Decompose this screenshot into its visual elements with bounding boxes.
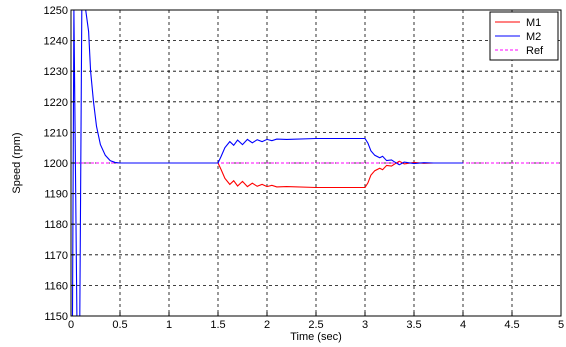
x-tick-label: 3.5 [406,319,421,331]
x-tick-label: 4.5 [504,319,519,331]
y-tick-label: 1150 [44,311,68,323]
y-tick-label: 1170 [44,250,68,262]
series-line-m2 [71,10,463,316]
x-tick-label: 1.5 [210,319,225,331]
legend-label-m1: M1 [526,17,541,29]
y-tick-label: 1230 [44,66,68,78]
x-tick-label: 2.5 [308,319,323,331]
y-tick-label: 1160 [44,280,68,292]
x-tick-label: 4 [460,319,466,331]
y-tick-label: 1180 [44,219,68,231]
y-tick-label: 1210 [44,127,68,139]
x-axis-label: Time (sec) [290,331,342,343]
x-tick-label: 5 [558,319,564,331]
y-tick-label: 1220 [44,97,68,109]
y-tick-label: 1190 [44,189,68,201]
x-tick-label: 3 [362,319,368,331]
y-tick-label: 1200 [44,158,68,170]
x-tick-label: 0 [68,319,74,331]
y-tick-label: 1240 [44,36,68,48]
y-tick-label: 1250 [44,5,68,17]
x-tick-label: 1 [166,319,172,331]
legend: M1 M2 Ref [489,11,559,61]
legend-label-m2: M2 [526,31,541,43]
y-axis-label: Speed (rpm) [11,132,23,193]
axis-ticks: 0 0.5 1 1.5 2 2.5 3 3.5 4 4.5 5 1150 1160 1170 1180 119… [44,5,565,331]
x-tick-label: 0.5 [112,319,127,331]
legend-label-ref: Ref [526,45,544,57]
series-line-m1 [217,160,463,189]
series-layer [71,10,561,316]
x-tick-label: 2 [264,319,270,331]
